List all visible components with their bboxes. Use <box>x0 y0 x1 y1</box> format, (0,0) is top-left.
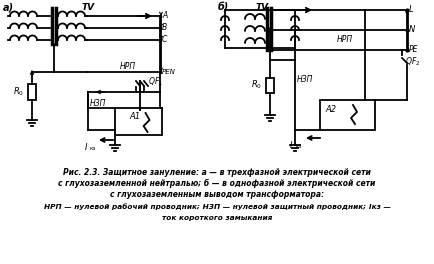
Text: $R_0$: $R_0$ <box>13 86 24 98</box>
Text: PE: PE <box>409 45 418 54</box>
Bar <box>115 108 162 135</box>
Bar <box>320 100 375 130</box>
Bar <box>28 84 36 100</box>
Text: НРП: НРП <box>337 35 353 45</box>
Text: НЗП: НЗП <box>297 75 313 84</box>
Text: B: B <box>162 23 167 32</box>
Bar <box>266 78 274 93</box>
Text: А2: А2 <box>325 105 336 114</box>
Text: А1: А1 <box>129 112 140 121</box>
Text: с глухозаземленной нейтралью; б — в однофазной электрической сети: с глухозаземленной нейтралью; б — в одно… <box>58 179 376 188</box>
Text: $QF_1$: $QF_1$ <box>148 76 163 88</box>
Text: ток короткого замыкания: ток короткого замыкания <box>162 215 272 221</box>
Text: б): б) <box>218 3 229 13</box>
Text: а): а) <box>3 3 14 13</box>
Text: A: A <box>162 12 167 21</box>
Text: НЗП: НЗП <box>90 99 106 108</box>
Text: TV: TV <box>256 3 269 12</box>
Text: $QF_2$: $QF_2$ <box>405 56 420 68</box>
Text: НРП — нулевой рабочий проводник; НЗП — нулевой защитный проводник; Iкз —: НРП — нулевой рабочий проводник; НЗП — н… <box>43 203 391 210</box>
Text: НРП: НРП <box>120 62 136 71</box>
Text: с глухозаземленным выводом трансформатора:: с глухозаземленным выводом трансформатор… <box>110 190 324 199</box>
Text: $I$: $I$ <box>84 141 88 152</box>
Text: $I$: $I$ <box>289 139 293 150</box>
Text: кз: кз <box>89 146 95 151</box>
Text: N: N <box>409 26 415 35</box>
Text: C: C <box>162 35 168 45</box>
Text: TV: TV <box>82 3 95 12</box>
Text: Рис. 2.3. Защитное зануление: а — в трехфазной электрической сети: Рис. 2.3. Защитное зануление: а — в трех… <box>63 168 371 177</box>
Text: L: L <box>409 6 414 15</box>
Text: $R_0$: $R_0$ <box>251 79 262 91</box>
Text: PEN: PEN <box>162 69 176 75</box>
Text: кз: кз <box>295 144 301 149</box>
